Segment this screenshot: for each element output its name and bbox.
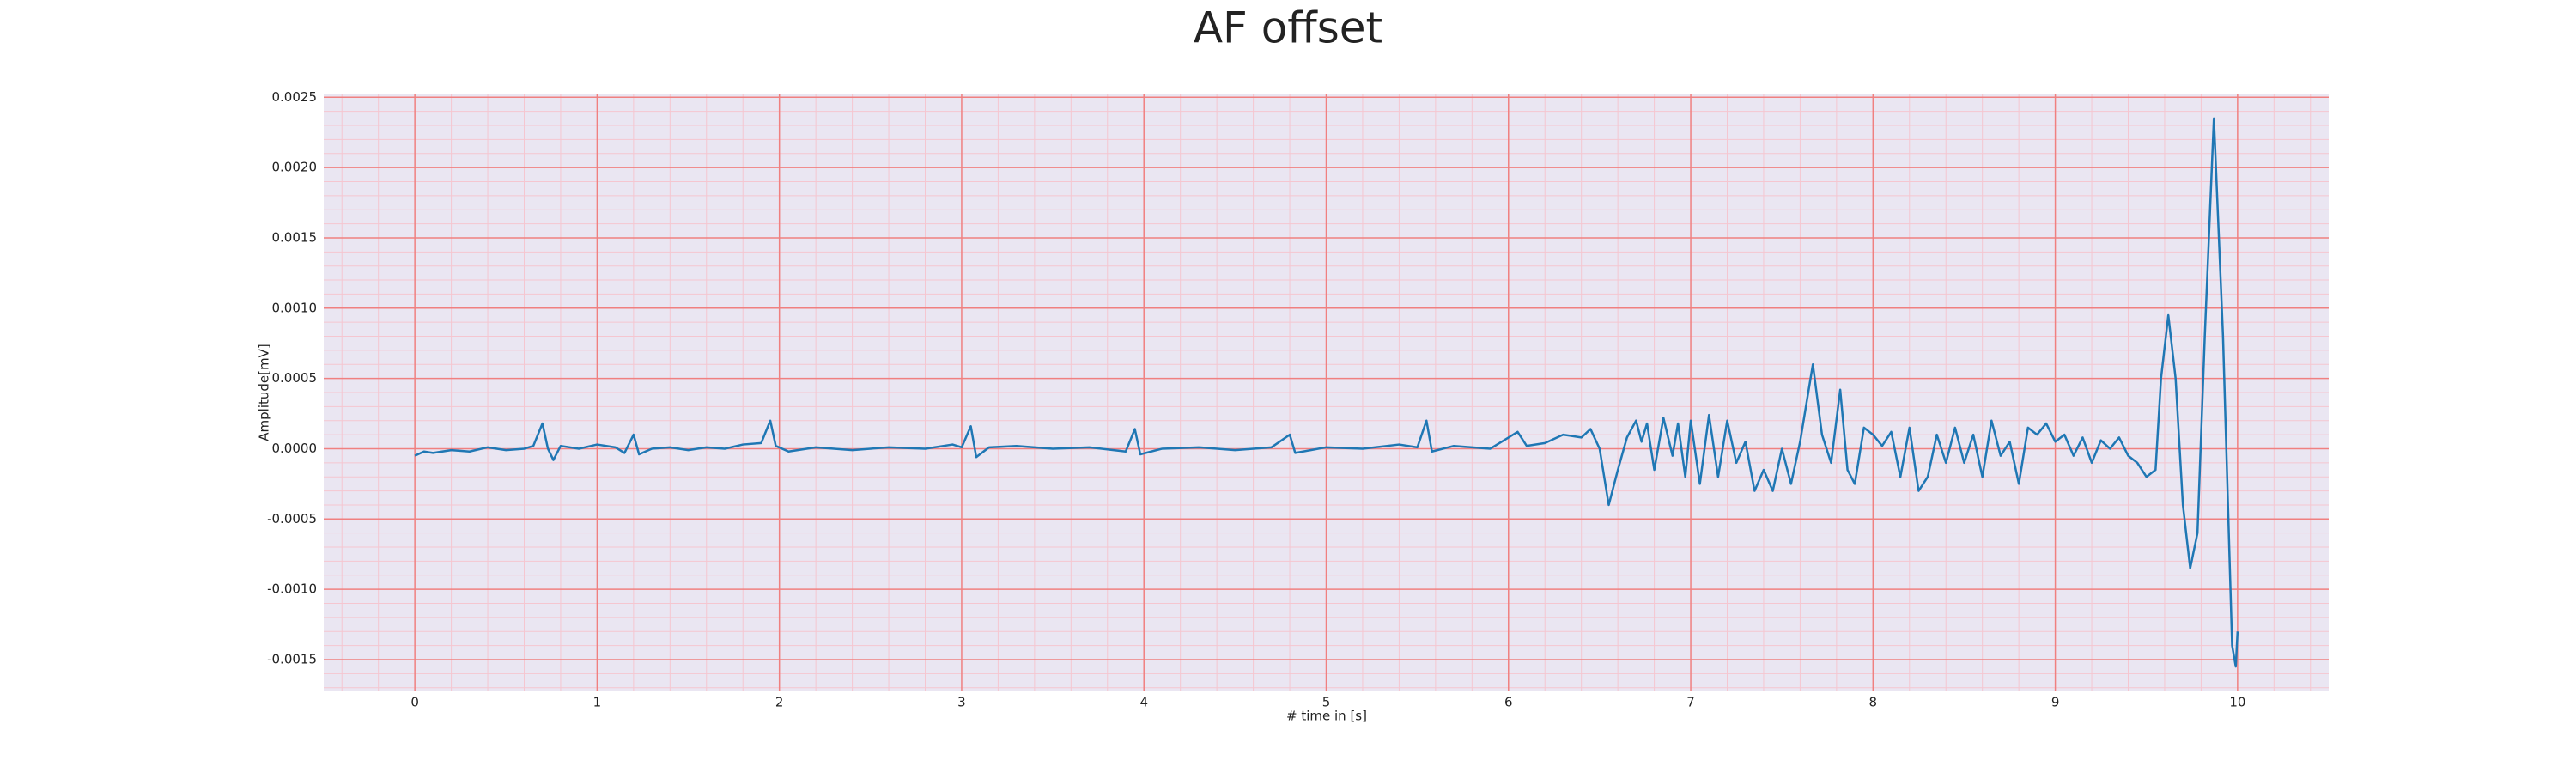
y-tick-label: 0.0005 xyxy=(272,370,318,386)
line-series xyxy=(414,117,2239,668)
x-tick-label: 1 xyxy=(593,695,602,710)
x-tick-label: 8 xyxy=(1869,695,1878,710)
x-tick-label: 0 xyxy=(410,695,419,710)
y-tick-label: 0.0010 xyxy=(272,300,318,315)
y-tick-label: -0.0005 xyxy=(267,511,317,526)
y-tick-label: -0.0010 xyxy=(267,581,317,597)
x-axis-label: # time in [s] xyxy=(1286,709,1367,724)
x-tick-label: 2 xyxy=(775,695,784,710)
y-tick-label: 0.0025 xyxy=(272,89,318,105)
x-tick-label: 3 xyxy=(957,695,966,710)
y-tick-label: 0.0000 xyxy=(272,441,318,456)
x-tick-label: 4 xyxy=(1139,695,1148,710)
y-axis-label: Amplitude[mV] xyxy=(257,344,272,441)
x-tick-label: 7 xyxy=(1686,695,1695,710)
x-tick-label: 10 xyxy=(2229,695,2245,710)
x-tick-label: 5 xyxy=(1322,695,1331,710)
x-tick-label: 6 xyxy=(1504,695,1513,710)
y-tick-label: 0.0015 xyxy=(272,229,318,245)
x-tick-label: 9 xyxy=(2051,695,2060,710)
chart-title: AF offset xyxy=(1194,3,1382,53)
y-tick-label: -0.0015 xyxy=(267,651,317,666)
y-tick-label: 0.0020 xyxy=(272,160,318,175)
